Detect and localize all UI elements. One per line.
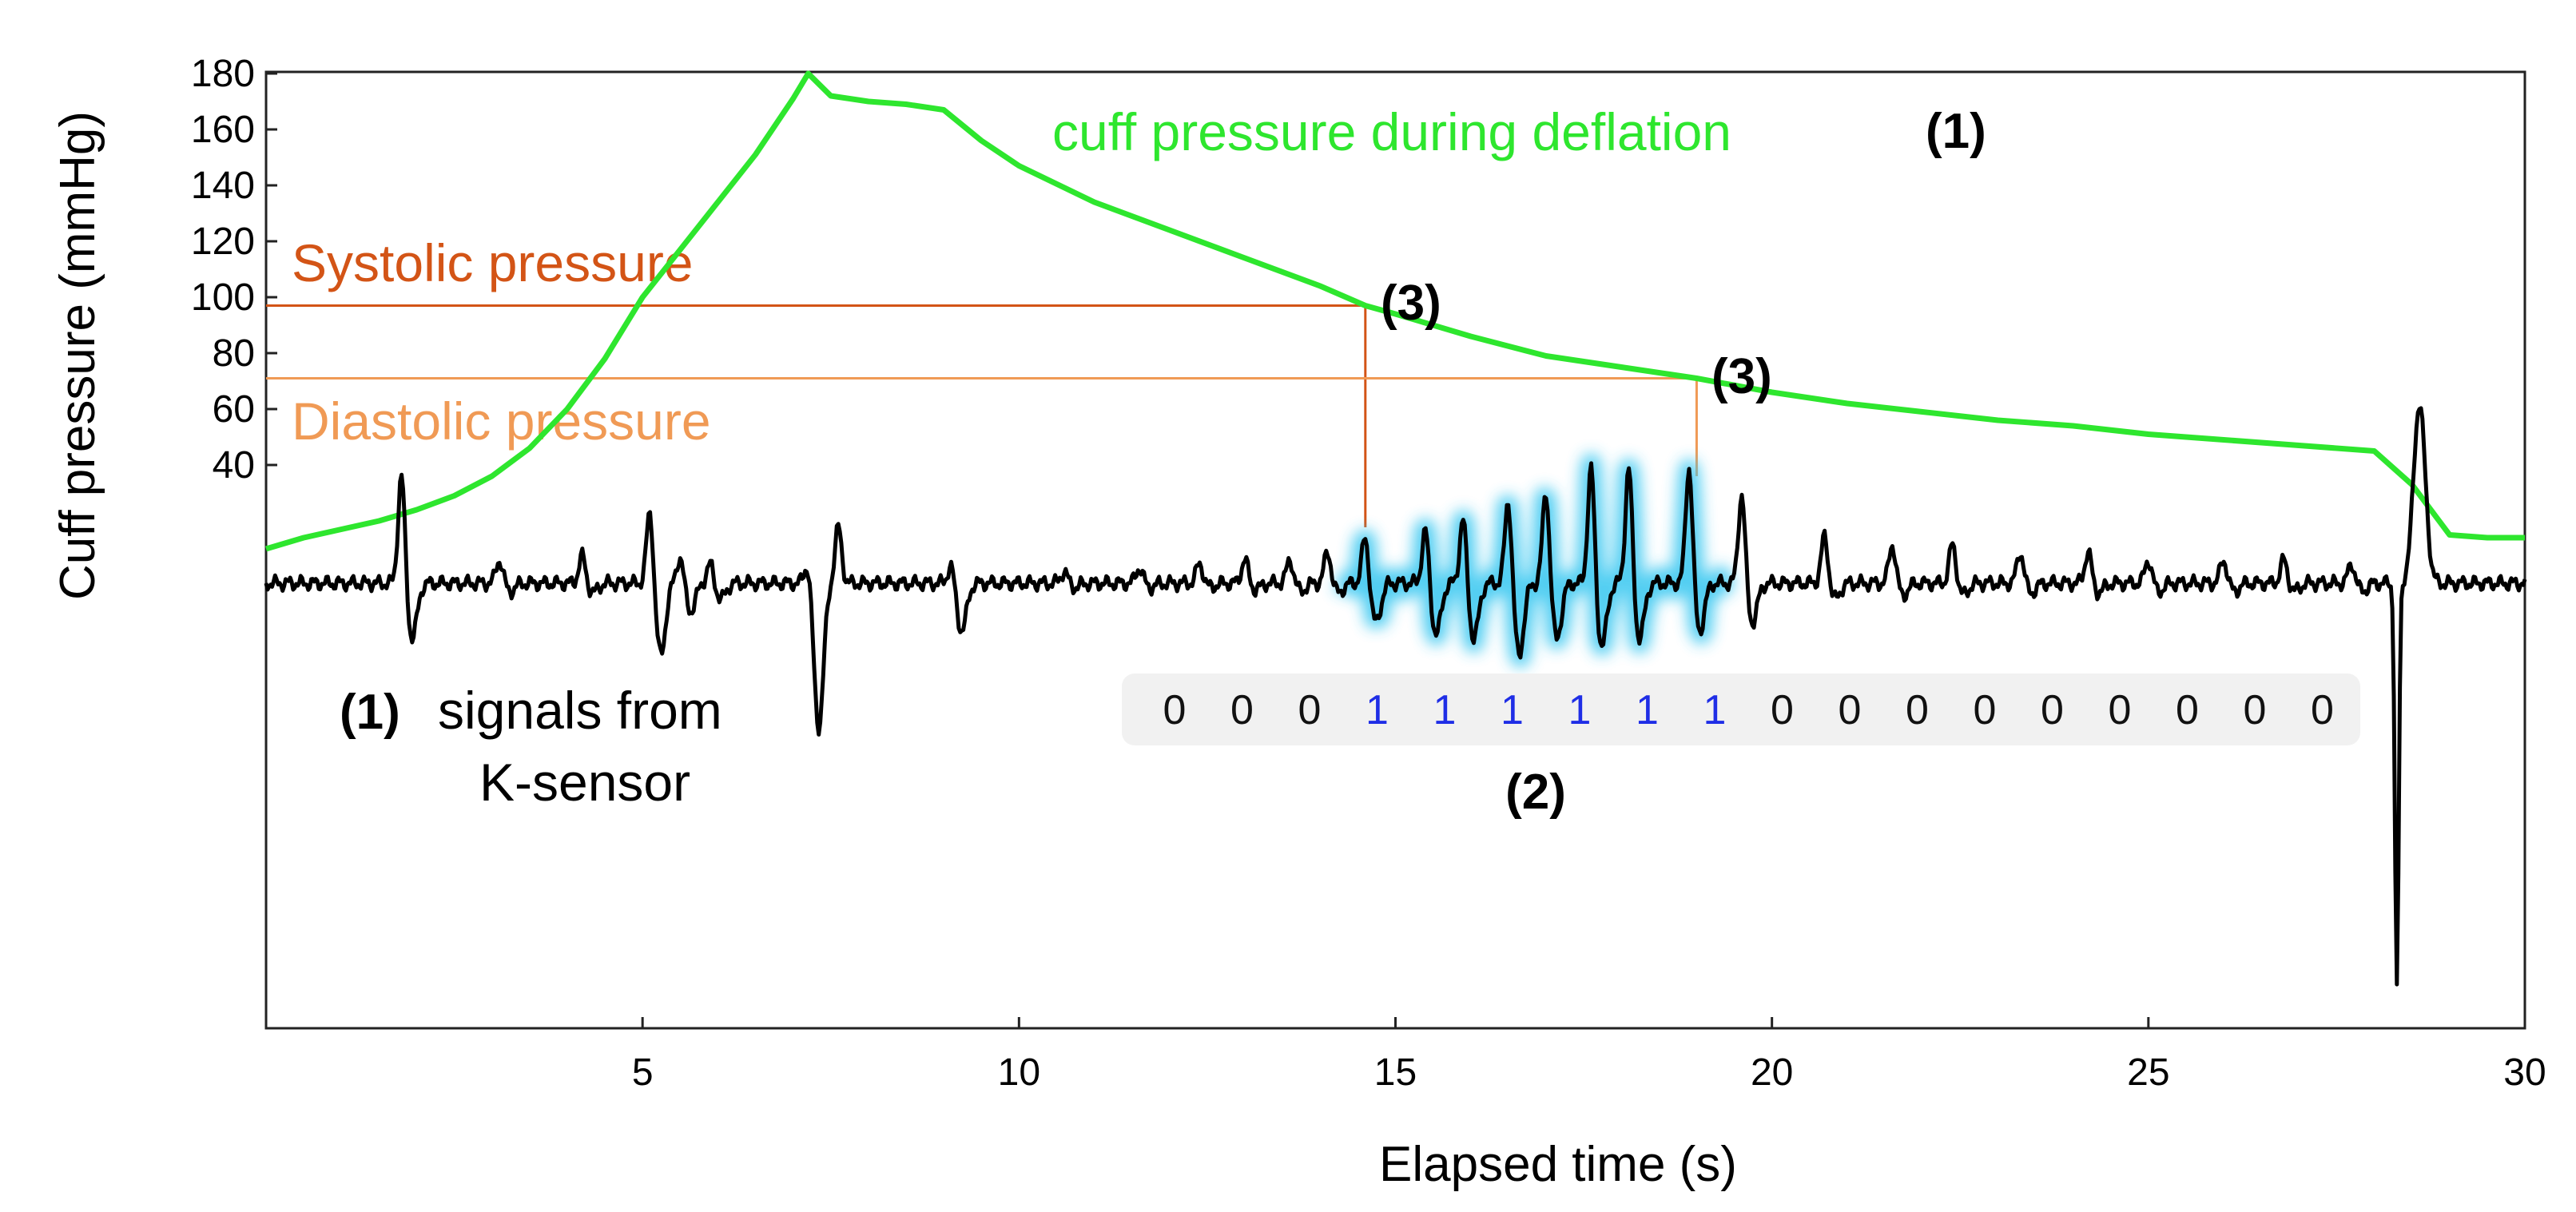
beat-digit: 0 [2176, 687, 2199, 733]
beat-digit: 0 [1230, 687, 1254, 733]
y-axis-title: Cuff pressure (mmHg) [50, 111, 105, 600]
x-tick-label: 5 [632, 1051, 654, 1094]
reference-lines [266, 304, 1698, 527]
beat-digit: 0 [2311, 687, 2334, 733]
beat-digit: 1 [1568, 687, 1592, 733]
marker-3-systolic: (3) [1381, 276, 1441, 331]
beat-digit: 0 [1771, 687, 1794, 733]
y-tick-label: 40 [213, 444, 255, 487]
beat-digit: 1 [1433, 687, 1457, 733]
marker-2: (2) [1505, 765, 1566, 820]
beat-digit: 0 [2244, 687, 2267, 733]
ksensor-label-line2: K-sensor [479, 753, 690, 812]
systolic-label: Systolic pressure [292, 233, 694, 292]
beat-sequence-box [1122, 674, 2360, 745]
marker-1-top: (1) [1926, 104, 1986, 159]
y-tick-label: 80 [213, 332, 255, 375]
cuff-series-label: cuff pressure during deflation [1052, 102, 1731, 161]
y-tick-label: 120 [191, 221, 255, 263]
y-tick-label: 140 [191, 165, 255, 207]
beat-digit: 0 [1906, 687, 1929, 733]
diastolic-label: Diastolic pressure [292, 391, 711, 451]
beat-digit: 0 [1974, 687, 1997, 733]
ksensor-label-line1: signals from [438, 681, 722, 740]
beat-digit: 0 [2041, 687, 2064, 733]
beat-digit: 1 [1703, 687, 1727, 733]
x-axis-ticks: 5 10 15 20 25 30 [632, 1017, 2546, 1094]
beat-digit: 1 [1636, 687, 1659, 733]
y-tick-label: 100 [191, 276, 255, 319]
beat-digit: 1 [1366, 687, 1389, 733]
x-tick-label: 15 [1374, 1051, 1417, 1094]
y-axis-ticks: 40 60 80 100 120 140 160 180 [191, 53, 277, 487]
beat-digit: 0 [1163, 687, 1187, 733]
x-tick-label: 20 [1751, 1051, 1793, 1094]
ksensor-label-number: (1) [340, 685, 400, 740]
beat-digit: 0 [2109, 687, 2132, 733]
y-tick-label: 160 [191, 109, 255, 151]
x-tick-label: 25 [2127, 1051, 2169, 1094]
y-tick-label: 60 [213, 388, 255, 431]
beat-digit: 0 [1839, 687, 1862, 733]
y-tick-label: 180 [191, 53, 255, 95]
x-tick-label: 10 [998, 1051, 1040, 1094]
x-axis-title: Elapsed time (s) [1379, 1137, 1737, 1192]
beat-digit: 1 [1501, 687, 1524, 733]
beat-digit: 0 [1298, 687, 1322, 733]
series-line-cuff-pressure [265, 70, 2525, 552]
ksensor-highlight-glow [1334, 453, 1736, 667]
x-tick-label: 30 [2503, 1051, 2546, 1094]
series-line-ksensor [264, 406, 2527, 987]
plot-frame [264, 70, 2526, 1030]
marker-3-diastolic: (3) [1711, 349, 1772, 404]
